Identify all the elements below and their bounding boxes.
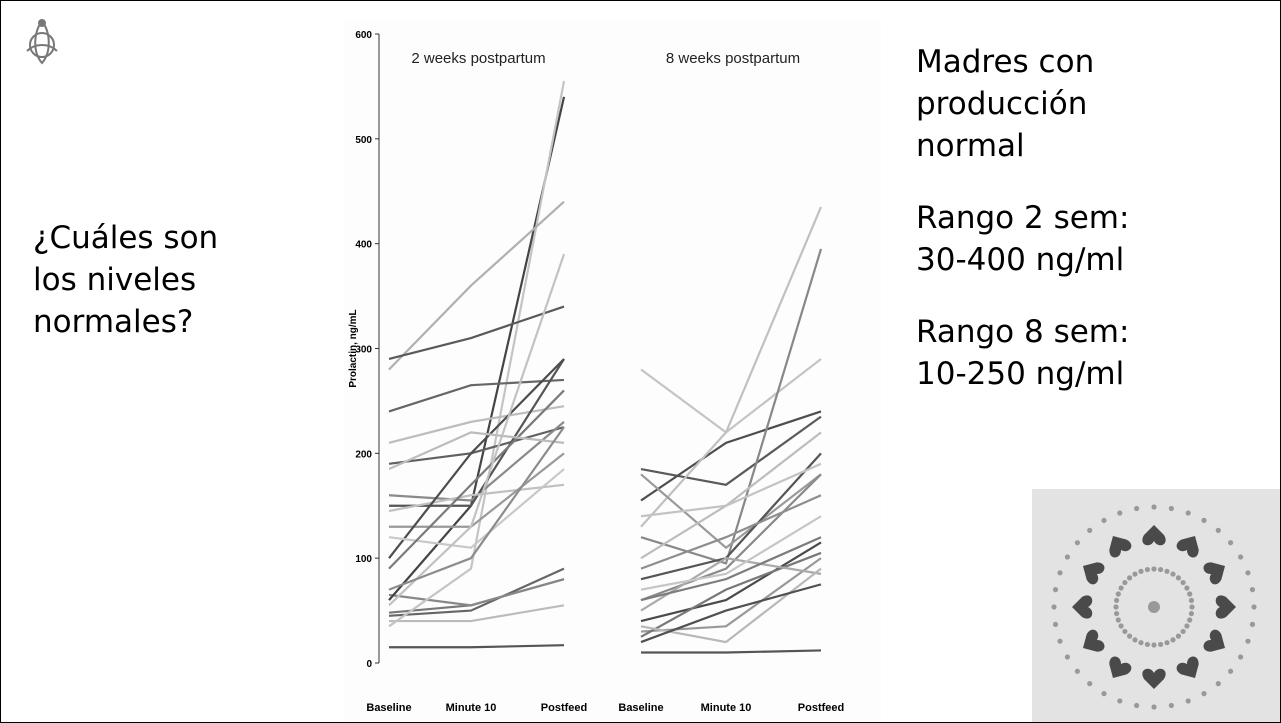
data-line bbox=[640, 415, 822, 486]
text-line: Madres con bbox=[916, 44, 1095, 80]
data-line bbox=[389, 604, 565, 623]
data-line bbox=[388, 426, 565, 591]
y-tick-label: 300 bbox=[355, 345, 372, 356]
y-tick-label: 100 bbox=[355, 554, 372, 565]
text-line: 30-400 ng/ml bbox=[916, 242, 1125, 278]
question-text: ¿Cuáles son los niveles normales? bbox=[33, 217, 218, 343]
data-line bbox=[640, 473, 822, 550]
x-tick-label: Minute 10 bbox=[446, 702, 497, 714]
y-tick-label: 400 bbox=[355, 240, 372, 251]
text-line: normal bbox=[916, 128, 1025, 164]
data-line bbox=[388, 358, 565, 559]
hearts-decoration bbox=[1032, 489, 1280, 722]
note-block: Rango 2 sem: 30-400 ng/ml bbox=[916, 197, 1129, 281]
x-tick-label: Postfeed bbox=[798, 702, 844, 714]
panel-title: 2 weeks postpartum bbox=[411, 50, 545, 67]
y-axis-label: Prolactin, ng/mL bbox=[348, 309, 359, 387]
data-line bbox=[389, 644, 565, 649]
data-line bbox=[388, 405, 565, 444]
data-line bbox=[388, 431, 565, 471]
data-line bbox=[640, 551, 822, 638]
data-line bbox=[388, 305, 565, 361]
data-line bbox=[640, 557, 822, 633]
data-line bbox=[640, 541, 822, 623]
text-line: normales? bbox=[33, 304, 194, 340]
notes-text: Madres con producción normal Rango 2 sem: 30… bbox=[916, 41, 1129, 425]
text-line: producción bbox=[916, 86, 1088, 122]
data-line bbox=[388, 567, 565, 617]
y-tick-label: 200 bbox=[355, 449, 372, 460]
y-tick-label: 0 bbox=[366, 659, 372, 670]
data-line bbox=[640, 410, 822, 502]
text-line: los niveles bbox=[33, 262, 197, 298]
x-tick-label: Minute 10 bbox=[701, 702, 752, 714]
data-line bbox=[388, 389, 565, 570]
data-line bbox=[640, 536, 822, 602]
note-block: Rango 8 sem: 10-250 ng/ml bbox=[916, 311, 1129, 395]
note-block: Madres con producción normal bbox=[916, 41, 1129, 167]
chart-background bbox=[344, 21, 881, 721]
data-line bbox=[640, 494, 822, 570]
data-line bbox=[388, 421, 565, 502]
logo bbox=[26, 19, 58, 65]
chart: 0 100 200 300 400 500 600 Prolactin, ng/mL 2 wee… bbox=[344, 21, 881, 721]
panel-title: 8 weeks postpartum bbox=[666, 50, 800, 67]
text-line: 10-250 ng/ml bbox=[916, 356, 1125, 392]
text-line: Rango 8 sem: bbox=[916, 314, 1130, 350]
data-line bbox=[640, 248, 823, 565]
data-line bbox=[640, 473, 822, 602]
text-line: Rango 2 sem: bbox=[916, 200, 1130, 236]
y-tick-label: 600 bbox=[355, 30, 372, 41]
data-line bbox=[641, 649, 822, 654]
x-tick-label: Baseline bbox=[618, 702, 663, 714]
x-tick-label: Postfeed bbox=[541, 702, 587, 714]
y-tick-label: 500 bbox=[355, 135, 372, 146]
data-line bbox=[640, 515, 822, 591]
data-line bbox=[388, 200, 565, 371]
data-line bbox=[388, 80, 566, 628]
data-line bbox=[388, 578, 565, 607]
data-line bbox=[388, 378, 565, 413]
data-line bbox=[640, 206, 823, 528]
data-line bbox=[388, 483, 565, 513]
x-tick-label: Baseline bbox=[366, 702, 411, 714]
data-line bbox=[640, 462, 822, 518]
text-line: ¿Cuáles son bbox=[33, 220, 219, 256]
data-line bbox=[640, 583, 822, 644]
